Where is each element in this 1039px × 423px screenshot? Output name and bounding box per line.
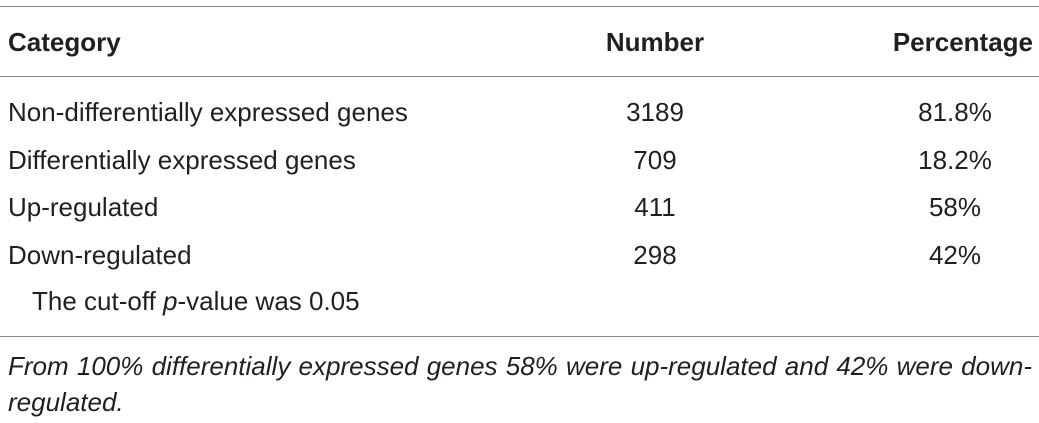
footnote: From 100% differentially expressed genes… [8, 351, 1032, 417]
note-text: -value was 0.05 [177, 286, 360, 316]
table-cell: Non-differentially expressed genes [8, 97, 408, 127]
header-cell: Number [605, 27, 705, 57]
table-cell: 709 [633, 144, 677, 175]
table-cell: 58% [928, 192, 982, 222]
table-cell: 42% [928, 239, 982, 270]
table-cell: 3189 [626, 97, 684, 127]
bottom-rule [0, 336, 1039, 337]
note-text: The cut-off [32, 286, 164, 316]
table-cell: 298 [633, 239, 677, 270]
note-italic: p [163, 286, 178, 316]
table-cell: 81.8% [918, 97, 992, 127]
table-cell: 18.2% [918, 144, 992, 175]
header-rule [0, 76, 1039, 77]
top-rule [0, 6, 1039, 7]
table-note: The cut-off p-value was 0.05 [32, 285, 360, 317]
table-cell: Differentially expressed genes [8, 144, 356, 175]
header-cell: Category [8, 27, 121, 57]
table-cell: Up-regulated [8, 192, 159, 222]
table-cell: 411 [634, 192, 676, 222]
table-cell: Down-regulated [8, 239, 192, 270]
header-cell: Percentage [892, 27, 1033, 57]
